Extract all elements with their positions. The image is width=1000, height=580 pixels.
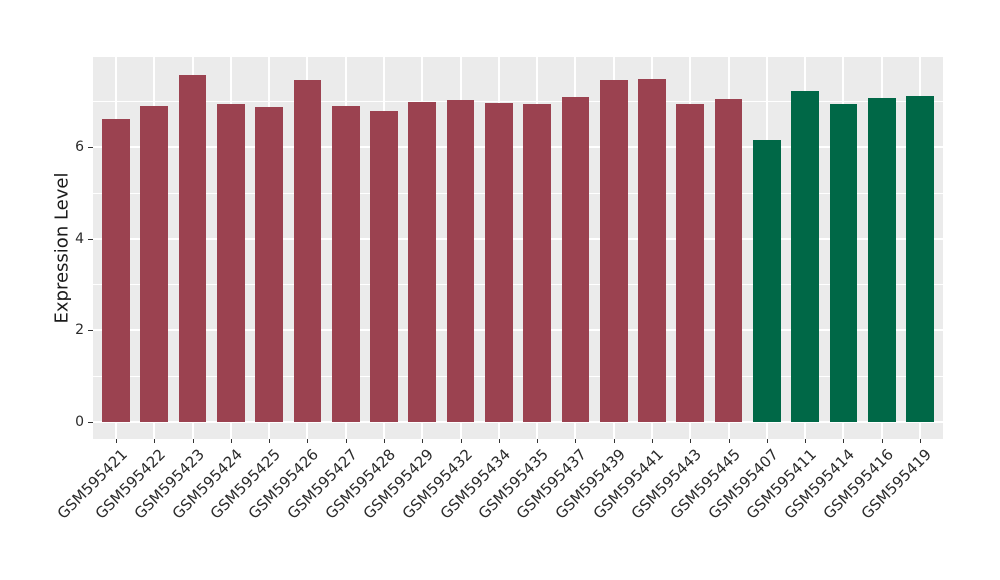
x-tick-mark (920, 439, 922, 443)
bar-GSM595414 (829, 103, 858, 422)
x-tick-mark (269, 439, 271, 443)
bar-GSM595425 (255, 107, 284, 422)
bar-GSM595423 (178, 74, 207, 422)
x-tick-mark (498, 439, 500, 443)
y-tick-label: 4 (75, 230, 84, 247)
x-tick-mark (881, 439, 883, 443)
x-tick-mark (154, 439, 156, 443)
x-tick-mark (192, 439, 194, 443)
bar-GSM595429 (408, 102, 437, 422)
x-tick-mark (613, 439, 615, 443)
bar-GSM595427 (331, 105, 360, 422)
plot-panel (93, 57, 943, 439)
y-tick-mark (88, 238, 93, 240)
x-tick-mark (766, 439, 768, 443)
bar-GSM595422 (140, 105, 169, 422)
x-tick-mark (230, 439, 232, 443)
bar-GSM595435 (523, 103, 552, 422)
x-tick-mark (115, 439, 117, 443)
bar-GSM595421 (102, 119, 130, 422)
x-tick-mark (460, 439, 462, 443)
y-tick-mark (88, 146, 93, 148)
bar-GSM595419 (906, 95, 934, 422)
bar-GSM595432 (446, 100, 475, 422)
major-gridline (93, 145, 943, 148)
bar-GSM595407 (752, 139, 781, 422)
minor-gridline (93, 284, 943, 286)
x-tick-mark (537, 439, 539, 443)
y-tick-label: 6 (75, 138, 84, 155)
x-tick-mark (383, 439, 385, 443)
bar-GSM595443 (676, 103, 705, 422)
x-tick-mark (652, 439, 653, 443)
y-tick-mark (88, 422, 93, 423)
minor-gridline (93, 101, 943, 103)
x-tick-mark (307, 439, 309, 443)
y-tick-label: 2 (75, 322, 84, 339)
bar-GSM595411 (791, 90, 820, 422)
bar-GSM595426 (293, 79, 322, 422)
x-tick-mark (345, 439, 347, 443)
bar-GSM595416 (867, 98, 896, 422)
minor-gridline (93, 192, 943, 194)
x-tick-mark (843, 439, 845, 443)
bar-GSM595445 (714, 99, 743, 422)
y-tick-label: 0 (75, 414, 84, 430)
bar-GSM595437 (561, 97, 590, 422)
bar-GSM595424 (216, 104, 245, 422)
bar-GSM595441 (638, 79, 666, 422)
x-tick-mark (728, 439, 730, 443)
x-tick-mark (575, 439, 577, 443)
minor-gridline (93, 376, 943, 378)
bar-GSM595439 (599, 80, 628, 422)
x-tick-mark (805, 439, 807, 443)
bar-GSM595428 (370, 111, 398, 422)
x-tick-mark (422, 439, 424, 443)
major-gridline (93, 329, 943, 332)
x-tick-mark (690, 439, 692, 443)
y-tick-mark (88, 330, 93, 332)
major-gridline (93, 237, 943, 240)
major-gridline (93, 421, 943, 423)
y-axis-title: Expression Level (51, 172, 73, 324)
bar-GSM595434 (484, 102, 513, 422)
